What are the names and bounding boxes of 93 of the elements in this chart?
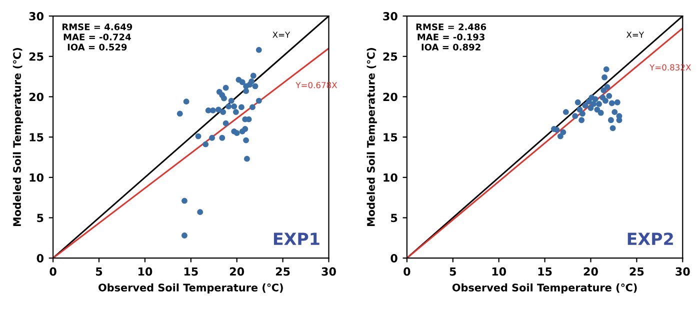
- y-tick-label: 5: [391, 214, 398, 222]
- point: [195, 133, 202, 140]
- point: [614, 99, 620, 106]
- point: [578, 117, 584, 124]
- y-tick-label: 0: [36, 254, 44, 262]
- point: [221, 95, 227, 102]
- point: [209, 134, 215, 141]
- y-tick-label: 10: [30, 173, 44, 182]
- point: [202, 141, 209, 148]
- point: [588, 105, 594, 111]
- x-tick-label: 20: [584, 267, 598, 276]
- x-tick-label: 5: [450, 267, 456, 276]
- annotation: EXP2: [628, 232, 673, 245]
- point: [248, 78, 255, 84]
- point: [582, 102, 588, 109]
- y-tick-label: 25: [29, 52, 44, 61]
- series-label: X=Y: [272, 32, 290, 38]
- x-tick-label: 10: [138, 267, 152, 276]
- y-tick-label: 0: [390, 254, 398, 262]
- point: [226, 103, 232, 110]
- x-tick-label: 5: [96, 267, 102, 276]
- point: [608, 117, 614, 124]
- x-tick-label: 15: [184, 267, 198, 276]
- point: [574, 99, 581, 106]
- annotation: RMSE = 4.649 MAE = -0.724 IOA = 0.529: [62, 23, 132, 51]
- y-tick-label: 30: [29, 12, 44, 20]
- point: [238, 104, 244, 110]
- point: [222, 84, 229, 91]
- point: [572, 113, 578, 120]
- point: [606, 92, 612, 99]
- point: [232, 109, 239, 116]
- y-tick-label: 30: [383, 12, 398, 20]
- point: [234, 130, 240, 136]
- point: [228, 98, 234, 104]
- x-tick-label: 10: [492, 267, 506, 276]
- x-tick-label: 30: [322, 267, 336, 276]
- point: [176, 110, 183, 117]
- point: [580, 110, 586, 117]
- y-tick-label: 20: [383, 92, 398, 102]
- y-tick-label: 15: [30, 133, 44, 142]
- point: [596, 101, 602, 107]
- point: [604, 84, 610, 90]
- point: [612, 109, 618, 116]
- point: [603, 66, 610, 72]
- x-tick-label: 15: [538, 267, 552, 276]
- point: [182, 198, 188, 204]
- x-tick-label: 0: [50, 267, 56, 276]
- point: [183, 98, 190, 105]
- point: [562, 109, 569, 116]
- point: [250, 72, 256, 79]
- y-tick-label: 15: [384, 133, 398, 142]
- point: [239, 79, 246, 86]
- point: [590, 101, 596, 107]
- point: [250, 104, 256, 110]
- point: [216, 106, 222, 113]
- x-tick-label: 25: [276, 267, 290, 276]
- point: [197, 209, 204, 216]
- point: [252, 83, 258, 90]
- point: [602, 74, 608, 80]
- point: [608, 100, 615, 106]
- point: [602, 98, 608, 104]
- y-tick-label: 20: [29, 92, 44, 102]
- y-tick-label: 10: [384, 173, 398, 182]
- point: [256, 98, 262, 104]
- x-axis-title: Observed Soil Temperature (℃): [452, 283, 637, 294]
- x-tick-label: 20: [230, 267, 244, 276]
- y-axis-title: Modeled Soil Temperature (℃): [366, 48, 377, 226]
- point: [610, 125, 616, 132]
- point: [576, 106, 583, 113]
- y-axis-title: Modeled Soil Temperature (℃): [12, 48, 24, 226]
- point: [242, 126, 248, 132]
- point: [598, 110, 604, 116]
- point: [220, 109, 226, 116]
- annotation: RMSE = 2.486 MAE = -0.193 IOA = 0.892: [416, 23, 486, 51]
- annotation: EXP1: [274, 232, 320, 245]
- point: [222, 120, 229, 126]
- x-tick-label: 0: [404, 267, 410, 276]
- series-label: X=Y: [626, 32, 644, 38]
- point: [244, 156, 250, 162]
- point: [256, 46, 262, 53]
- point: [219, 134, 226, 141]
- point: [243, 88, 249, 94]
- x-axis-title: Observed Soil Temperature (℃): [98, 283, 283, 294]
- y-tick-label: 25: [383, 52, 398, 61]
- y-tick-label: 5: [37, 214, 44, 222]
- point: [243, 137, 249, 144]
- x-tick-label: 25: [630, 267, 644, 276]
- point: [231, 103, 238, 110]
- point: [560, 129, 566, 136]
- point: [182, 232, 188, 238]
- x-tick-label: 30: [676, 267, 690, 276]
- point: [592, 96, 598, 102]
- point: [210, 107, 216, 114]
